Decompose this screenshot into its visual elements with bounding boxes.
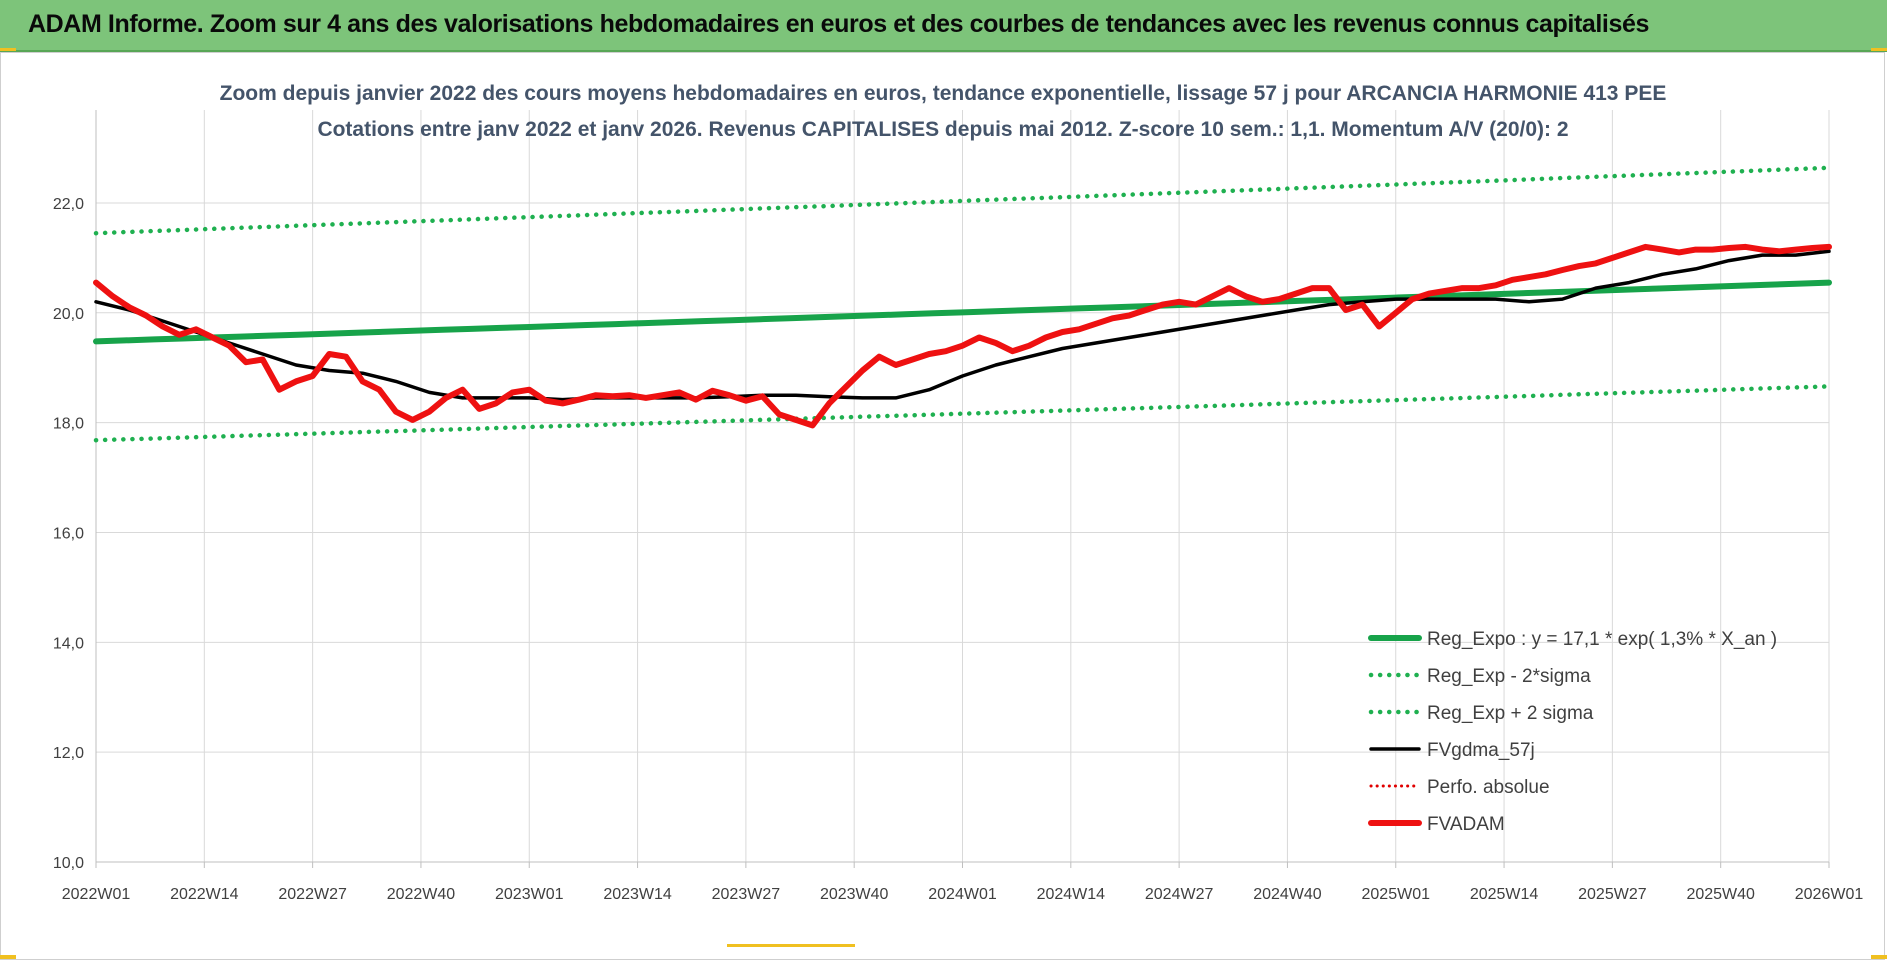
x-tick-label: 2026W01 [1795,886,1864,903]
y-tick-label: 20,0 [53,306,84,323]
legend-reg-expo-label: Reg_Expo : y = 17,1 * exp( 1,3% * X_an ) [1427,629,1777,650]
x-tick-label: 2024W27 [1145,886,1214,903]
corner-mark-bottom-right [1871,955,1887,959]
x-tick-label: 2024W01 [928,886,997,903]
legend-upper-band-label: Reg_Exp + 2 sigma [1427,703,1594,724]
legend-fvadam-label: FVADAM [1427,814,1505,835]
corner-mark-top-right [1871,48,1887,51]
grid-lines [95,110,1830,868]
banner-title: ADAM Informe. Zoom sur 4 ans des valoris… [28,10,1649,38]
legend-perfo-label: Perfo. absolue [1427,777,1550,798]
legend-lower-band-label: Reg_Exp - 2*sigma [1427,666,1591,687]
x-axis-ticks: 2022W01 2022W14 2022W27 2022W40 2023W01 2023W… [62,886,1864,903]
x-tick-label: 2022W14 [170,886,239,903]
series-upper-band-line [93,165,1832,236]
x-tick-label: 2025W14 [1470,886,1539,903]
y-tick-label: 22,0 [53,196,84,213]
x-tick-label: 2023W40 [820,886,889,903]
series-lower-band-line [93,384,1832,443]
legend-fvgdma-label: FVgdma_57j [1427,740,1535,761]
x-tick-label: 2025W01 [1362,886,1431,903]
series-reg-expo-line [93,279,1832,345]
x-tick-label: 2024W14 [1037,886,1106,903]
x-tick-label: 2022W40 [387,886,456,903]
series-fvgdma-line [94,249,1831,402]
x-tick-label: 2022W27 [278,886,347,903]
x-tick-label: 2025W40 [1686,886,1755,903]
y-axis-ticks: 10,0 12,0 14,0 16,0 18,0 20,0 22,0 [53,196,84,872]
y-tick-label: 16,0 [53,525,84,542]
y-tick-label: 14,0 [53,635,84,652]
x-tick-label: 2023W14 [603,886,672,903]
series-layer [93,165,1832,443]
scroll-indicator [727,944,855,947]
y-tick-label: 12,0 [53,745,84,762]
chart-frame [0,52,1885,960]
header-banner: ADAM Informe. Zoom sur 4 ans des valoris… [0,0,1887,52]
corner-mark-top-left [0,48,16,51]
y-tick-label: 18,0 [53,416,84,433]
x-tick-label: 2025W27 [1578,886,1647,903]
x-tick-label: 2023W01 [495,886,564,903]
legend: Reg_Expo : y = 17,1 * exp( 1,3% * X_an )… [1368,629,1777,835]
chart-subtitle: Cotations entre janv 2022 et janv 2026. … [317,118,1568,141]
y-tick-label: 10,0 [53,855,84,872]
series-fvadam-line [93,243,1832,429]
x-tick-label: 2022W01 [62,886,131,903]
chart-title: Zoom depuis janvier 2022 des cours moyen… [220,82,1667,105]
x-tick-label: 2024W40 [1253,886,1322,903]
x-tick-label: 2023W27 [712,886,781,903]
corner-mark-bottom-left [0,955,16,959]
